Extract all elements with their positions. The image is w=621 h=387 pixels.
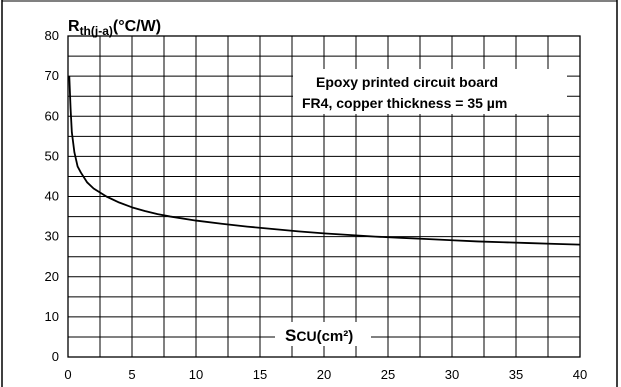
- x-axis-label-background: [275, 322, 371, 346]
- x-tick-label: 30: [445, 367, 459, 382]
- curve-layer: [68, 76, 581, 246]
- annotation-line-1: Epoxy printed circuit board: [316, 74, 498, 90]
- annotation-box: Epoxy printed circuit board FR4, copper …: [293, 69, 567, 114]
- x-tick-label: 15: [253, 367, 267, 382]
- x-tick-label: 5: [128, 367, 135, 382]
- tick-layer: 0 10 20 30 40 50 60 70 80 0 5 10 15 20 25 30 35 40: [45, 28, 588, 382]
- y-tick-label: 60: [45, 108, 59, 123]
- svg-text:SCU(cm²): SCU(cm²): [285, 326, 353, 345]
- y-tick-label: 80: [45, 28, 59, 43]
- x-tick-label: 35: [509, 367, 523, 382]
- x-tick-label: 10: [189, 367, 203, 382]
- plot-border: [67, 35, 581, 358]
- svg-text:Rth(j-a)(°C/W): Rth(j-a)(°C/W): [68, 18, 161, 38]
- y-tick-label: 70: [45, 68, 59, 83]
- x-axis-label-main: S: [285, 326, 296, 345]
- y-tick-label: 40: [45, 189, 59, 204]
- y-tick-label: 30: [45, 229, 59, 244]
- x-tick-label: 40: [573, 367, 587, 382]
- y-tick-label: 20: [45, 269, 59, 284]
- y-axis-label: Rth(j-a)(°C/W): [68, 18, 161, 38]
- x-tick-label: 0: [64, 367, 71, 382]
- annotation-background: [293, 69, 567, 114]
- y-tick-label: 10: [45, 309, 59, 324]
- series-line: [68, 76, 581, 246]
- x-axis-label-unit: (cm²): [317, 328, 354, 345]
- y-axis-label-sub: th(j-a): [80, 24, 113, 38]
- annotation-line-2: FR4, copper thickness = 35 µm: [302, 95, 507, 111]
- y-tick-label: 0: [52, 349, 59, 364]
- x-tick-label: 20: [317, 367, 331, 382]
- x-axis-label-sub: CU: [296, 328, 316, 344]
- x-tick-label: 25: [381, 367, 395, 382]
- x-axis-label: SCU(cm²): [275, 322, 371, 346]
- y-axis-label-main: R: [68, 18, 80, 35]
- y-tick-label: 50: [45, 148, 59, 163]
- y-axis-label-unit: (°C/W): [113, 18, 161, 35]
